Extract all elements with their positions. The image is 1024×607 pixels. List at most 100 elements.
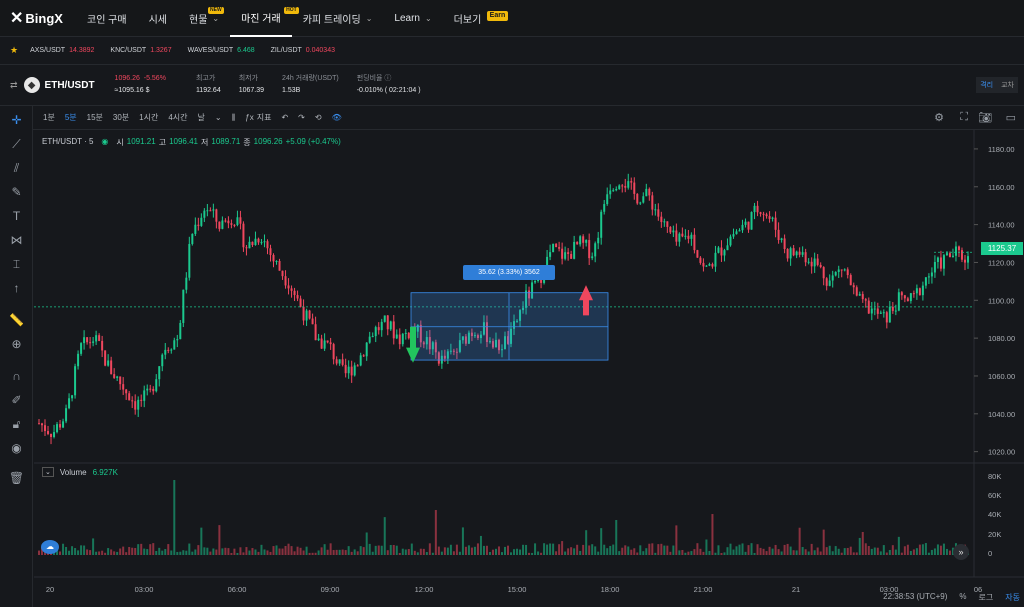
candlestick-chart[interactable]: 1180.00 1160.00 1140.00 1120.00 1100.00 1080.… (34, 130, 1024, 607)
tf-1h[interactable]: 1시간 (139, 113, 159, 122)
candle-body (155, 379, 158, 392)
ticker-item[interactable]: KNC/USDT 1.3267 (110, 47, 172, 54)
ticker-item[interactable]: WAVES/USDT 6.468 (187, 47, 255, 54)
ruler-icon[interactable]: 📏 (9, 313, 24, 327)
isolated-option[interactable]: 격리 (976, 77, 998, 93)
volume-bar (936, 544, 939, 555)
price-tick-label: 1040.00 (988, 410, 1015, 419)
candle-body (924, 277, 927, 286)
nav-margin-trading[interactable]: 마진 거래 HOT (230, 0, 299, 37)
tf-15m[interactable]: 15분 (86, 113, 103, 122)
volume-bar (675, 525, 678, 555)
text-icon[interactable]: T (12, 209, 21, 223)
magnet-icon[interactable]: ∩ (12, 369, 21, 383)
undo-icon[interactable]: ↶ (281, 113, 289, 122)
candle-body (140, 399, 143, 401)
scroll-right-icon[interactable]: » (953, 544, 969, 560)
candle-body (365, 342, 368, 357)
volume-tick-label: 0 (988, 549, 992, 558)
collapse-chevron-icon[interactable]: ⌄ (42, 467, 54, 477)
candle-body (236, 217, 239, 225)
tf-1m[interactable]: 1분 (43, 113, 55, 122)
chart-area[interactable]: 1180.00 1160.00 1140.00 1120.00 1100.00 1080.… (34, 130, 1024, 607)
indicators-button[interactable]: 지표 (256, 113, 272, 122)
volume-bar (368, 543, 371, 555)
ticker-item[interactable]: AXS/USDT 14.3892 (30, 47, 95, 54)
volume-bar (326, 549, 329, 555)
zoom-in-icon[interactable]: ⊕ (11, 337, 22, 351)
trash-icon[interactable]: 🗑︎ (8, 471, 25, 485)
percent-toggle[interactable]: % (959, 592, 967, 601)
candle-body (50, 433, 53, 437)
candle-body (443, 355, 446, 359)
candle-body (708, 264, 711, 266)
layout-icon[interactable]: ▭ (1005, 112, 1016, 124)
volume-bar (948, 550, 951, 555)
volume-bar (552, 543, 555, 555)
star-icon[interactable]: ★ (10, 45, 19, 55)
volume-bar (804, 549, 807, 555)
ticker-item[interactable]: ZIL/USDT 0.040343 (270, 47, 335, 54)
visibility-toggle-icon[interactable]: 👁︎ (331, 113, 342, 122)
indicator-fx-icon[interactable]: ƒx (245, 113, 254, 122)
volume-bar (269, 551, 272, 555)
tf-4h[interactable]: 4시간 (168, 113, 188, 122)
volume-bar (774, 544, 777, 555)
arrow-up-icon[interactable]: ↑ (13, 281, 20, 295)
eye-icon[interactable]: ◉ (11, 441, 22, 455)
candle-body (882, 312, 885, 314)
nav-markets[interactable]: 시세 (148, 14, 167, 26)
volume-bar (636, 552, 639, 555)
candle-body (705, 265, 708, 267)
candle-body (428, 337, 431, 350)
settings-icon[interactable]: ⚙ (934, 112, 944, 124)
auto-toggle[interactable]: 자동 (1005, 593, 1020, 602)
nav-copy-trading[interactable]: 카피 트레이딩 ⌄ (302, 13, 373, 26)
volume-bar (846, 547, 849, 555)
candle-body (320, 338, 323, 349)
cloud-icon[interactable]: ☁ (41, 540, 59, 554)
measure-label: 35.62 (3.33%) 3562 (463, 265, 555, 280)
price-tick-label: 1080.00 (988, 334, 1015, 343)
lock-drawing-icon[interactable]: ✐ (11, 393, 22, 407)
volume-bar (377, 545, 380, 555)
chevron-down-icon[interactable]: ⌄ (214, 113, 222, 122)
stat-volume: 24h 거래량(USDT) 1.53B (282, 75, 339, 94)
volume-bar (335, 549, 338, 555)
bingx-logo[interactable]: ✕ BingX (10, 10, 63, 27)
candle-type-icon[interactable]: ⫼ (231, 112, 236, 122)
tf-30m[interactable]: 30분 (112, 113, 130, 122)
nav-more[interactable]: 더보기⌄Earn (443, 0, 509, 37)
candle-body (62, 421, 65, 428)
tf-5m[interactable]: 5분 (64, 113, 77, 122)
candle-body (455, 351, 458, 353)
camera-icon[interactable]: 📷︎ (978, 112, 992, 124)
fullscreen-icon[interactable]: ⛶ (960, 111, 968, 123)
volume-bar (320, 547, 323, 555)
candle-body (693, 234, 696, 251)
pair-name[interactable]: ETH/USDT (44, 79, 95, 91)
brush-icon[interactable]: ✎ (11, 185, 22, 199)
volume-bar (651, 543, 654, 555)
reset-icon[interactable]: ⟲ (314, 113, 322, 122)
volume-bar (275, 545, 278, 555)
candle-body (263, 241, 266, 243)
candle-body (323, 340, 326, 349)
swap-icon[interactable]: ⇄ (10, 79, 18, 90)
pattern-icon[interactable]: ⋈ (10, 233, 23, 247)
nav-learn[interactable]: Learn ⌄ (394, 12, 432, 24)
nav-buy-crypto[interactable]: 코인 구매 (87, 14, 127, 26)
nav-spot[interactable]: 현물 ⌄ NEW (189, 6, 224, 26)
log-toggle[interactable]: 로그 (978, 593, 994, 602)
volume-bar (792, 550, 795, 555)
crosshair-icon[interactable]: ✛ (11, 113, 22, 127)
tf-day[interactable]: 날 (197, 113, 205, 122)
cross-option[interactable]: 교차 (997, 77, 1018, 93)
measure-icon[interactable]: ⌶ (12, 257, 21, 271)
channel-icon[interactable]: ⫽ (13, 161, 20, 175)
redo-icon[interactable]: ↷ (298, 113, 305, 122)
candle-body (173, 340, 176, 350)
volume-bar (113, 551, 116, 555)
lock-icon[interactable]: 🔓︎ (12, 417, 21, 431)
trend-line-icon[interactable]: ⟋ (12, 137, 21, 151)
